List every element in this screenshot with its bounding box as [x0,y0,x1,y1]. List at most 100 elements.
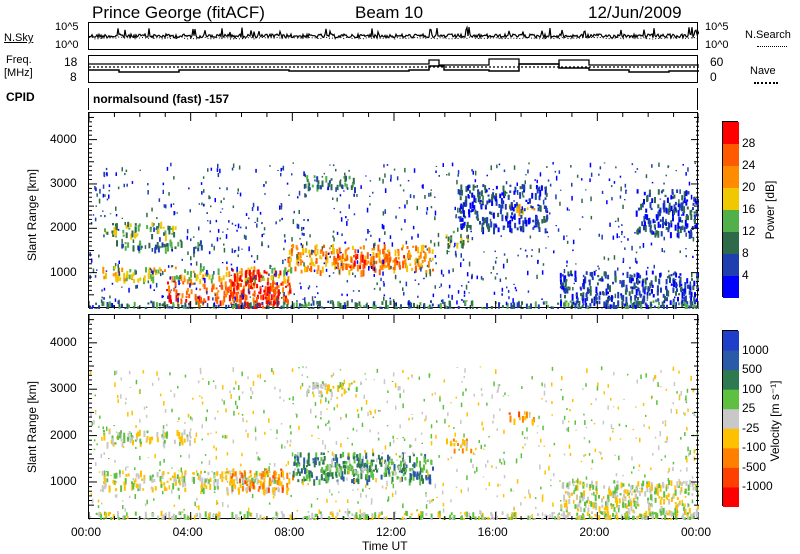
power-speckle [302,298,304,300]
velocity-echo-cell [677,485,680,488]
power-speckle [557,228,560,232]
velocity-echo-cell [647,497,650,501]
power-echo-cell [685,201,688,206]
power-echo-cell [495,201,498,206]
velocity-echo-cell [617,505,620,510]
velocity-speckle [102,426,104,430]
power-echo-cell [246,302,249,309]
power-echo-cell [527,306,530,309]
velocity-speckle [478,440,480,443]
velocity-echo-cell [412,473,415,481]
power-echo-cell [288,282,291,286]
velocity-echo-cell [438,513,441,519]
power-echo-cell [298,254,301,261]
power-speckle [121,217,123,219]
power-speckle [619,195,622,199]
velocity-echo-cell [114,488,117,492]
power-echo-cell [614,275,617,283]
velocity-speckle [657,445,660,451]
velocity-speckle [643,424,645,427]
power-speckle [303,262,305,267]
power-echo-cell [485,189,488,193]
power-echo-cell [363,305,366,308]
velocity-echo-cell [614,486,617,494]
velocity-speckle [590,419,593,422]
velocity-echo-cell [314,457,317,463]
power-echo-cell [568,274,570,277]
power-speckle [156,246,158,250]
velocity-speckle [318,509,320,514]
velocity-speckle [96,443,98,446]
power-speckle [445,236,448,239]
velocity-echo-cell [450,512,453,516]
power-speckle [384,209,386,214]
velocity-echo-cell [355,512,358,519]
velocity-speckle [368,487,371,490]
power-echo-cell [681,225,684,231]
power-echo-cell [666,197,669,203]
power-echo-cell [347,263,350,268]
power-speckle [243,234,246,239]
velocity-speckle [610,424,613,429]
power-speckle [424,195,426,199]
power-echo-cell [337,262,340,270]
velocity-speckle [231,486,234,491]
power-echo-cell [175,294,178,302]
power-echo-cell [372,263,375,271]
velocity-speckle [159,469,161,472]
power-speckle [517,254,519,257]
power-speckle [457,207,459,213]
velocity-speckle [265,489,267,492]
velocity-speckle [217,486,219,490]
power-echo-cell [157,245,160,249]
power-speckle [566,207,569,211]
velocity-speckle [281,444,283,449]
power-echo-cell [682,211,685,216]
power-echo-cell [291,244,293,248]
power-echo-cell [537,222,540,229]
power-speckle [279,205,281,210]
power-echo-cell [657,189,660,195]
power-speckle [538,248,540,253]
velocity-echo-cell [131,484,134,491]
velocity-echo-cell [274,476,277,479]
power-speckle [281,217,283,221]
velocity-echo-cell [697,493,699,497]
velocity-speckle [274,491,276,496]
velocity-speckle [365,400,368,405]
velocity-echo-cell [117,435,120,440]
power-echo-cell [168,285,170,292]
power-speckle [305,194,307,198]
power-speckle [399,280,401,284]
velocity-speckle [361,422,364,427]
power-echo-cell [514,204,517,208]
velocity-speckle [550,479,552,482]
velocity-speckle [684,432,686,436]
power-echo-cell [152,276,155,284]
power-speckle [526,255,528,258]
velocity-speckle [516,479,519,484]
velocity-speckle [411,413,413,415]
velocity-echo-cell [581,516,584,520]
power-echo-cell [105,231,108,234]
power-speckle [194,272,196,278]
power-echo-cell [287,276,290,283]
power-echo-cell [152,305,155,308]
velocity-echo-cell [263,480,266,488]
power-echo-cell [679,279,682,282]
power-echo-cell [292,302,295,309]
velocity-speckle [232,367,234,372]
velocity-echo-cell [591,480,593,488]
velocity-speckle [241,391,244,394]
power-echo-cell [535,215,538,221]
power-echo-cell [504,203,507,210]
velocity-speckle [654,436,657,439]
power-echo-cell [222,275,225,281]
power-speckle [593,296,596,301]
power-echo-cell [338,301,341,307]
power-echo-cell [494,223,497,228]
power-echo-cell [137,278,140,283]
noise-rtick-top: 10^5 [705,21,729,33]
velocity-echo-cell [365,452,368,458]
velocity-echo-cell [344,465,347,469]
